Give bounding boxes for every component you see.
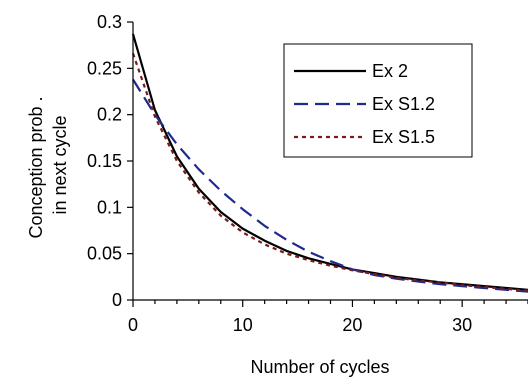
y-tick-label: 0 (112, 290, 122, 310)
x-tick-label: 0 (128, 315, 138, 335)
y-tick-label: 0.2 (97, 105, 122, 125)
series-layer (131, 33, 528, 293)
y-tick-label: 0.05 (87, 244, 122, 264)
x-tick-label: 10 (233, 315, 253, 335)
y-axis-title-line-1: Conception prob . (26, 96, 46, 238)
y-axis-title-line-2: in next cycle (50, 115, 70, 214)
y-tick-label: 0.25 (87, 58, 122, 78)
legend: Ex 2 Ex S1.2 Ex S1.5 (283, 43, 473, 158)
x-axis-title: Number of cycles (250, 357, 389, 377)
x-tick-label: 20 (342, 315, 362, 335)
y-tick-label: 0.3 (97, 12, 122, 32)
legend-label-ex-s1-5: Ex S1.5 (372, 127, 435, 147)
legend-label-ex-2: Ex 2 (372, 61, 408, 81)
x-tick-label: 30 (452, 315, 472, 335)
y-axis-title: Conception prob . in next cycle (26, 91, 70, 238)
series-line-ex-s1-5 (131, 53, 528, 292)
y-tick-label: 0.15 (87, 151, 122, 171)
x-axis-ticks: 0 10 20 30 (128, 300, 528, 335)
y-tick-label: 0.1 (97, 197, 122, 217)
legend-label-ex-s1-2: Ex S1.2 (372, 94, 435, 114)
y-axis-ticks: 0 0.05 0.1 0.15 0.2 0.25 0.3 (87, 12, 133, 310)
legend-box (283, 43, 473, 158)
